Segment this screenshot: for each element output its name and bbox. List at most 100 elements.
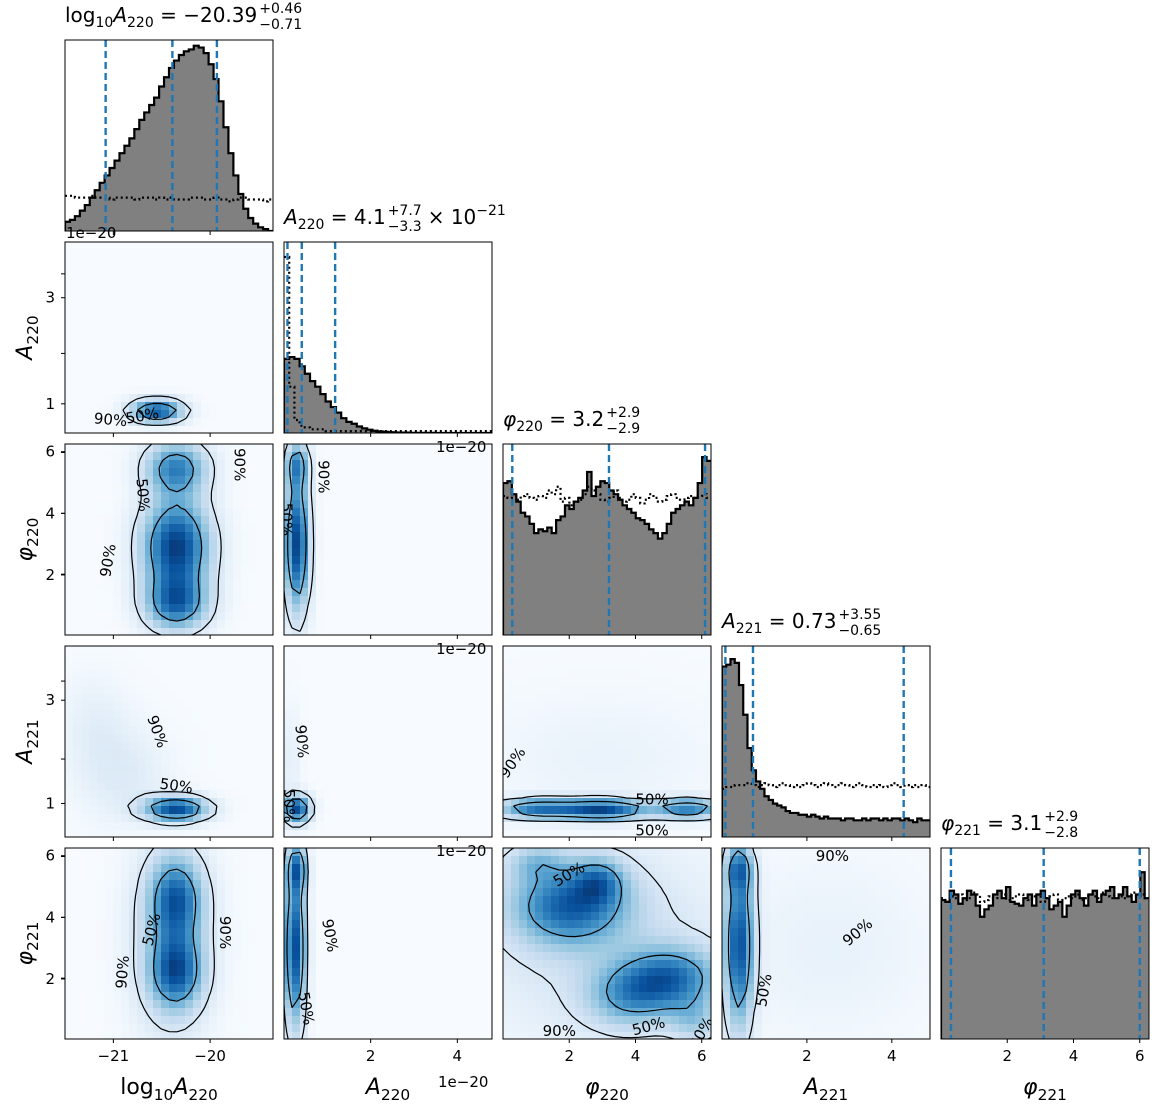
- posterior-hist-fill: [503, 457, 711, 635]
- y-tick-label: 4: [45, 504, 55, 522]
- x-tick-label: 2: [1002, 1047, 1012, 1065]
- contour-90%: [284, 789, 316, 828]
- panel-frame: [721, 645, 931, 838]
- x-tick-label: 2: [366, 1047, 376, 1065]
- contour-label: 50%: [635, 822, 668, 840]
- contour-50%: [513, 800, 708, 819]
- contour-label: 50%: [635, 790, 668, 808]
- axis-label-phi220: φ220: [585, 1075, 629, 1104]
- contour-label: 50%: [278, 503, 296, 536]
- y-tick-label: 4: [45, 908, 55, 926]
- contour-50%: [286, 851, 305, 1009]
- offset-text: 1e−20: [438, 1073, 488, 1091]
- posterior-hist-fill: [722, 659, 930, 837]
- density-panel-logA220-phi221: 90%50% 90%: [65, 848, 273, 1039]
- contour-90%: [127, 791, 218, 827]
- contour-50%: [137, 402, 177, 420]
- contour-label: 50%: [294, 991, 318, 1027]
- offset-text: 1e−20: [436, 438, 486, 456]
- contour-50%: [727, 850, 751, 1008]
- contour-50%: [528, 864, 703, 1013]
- panel-frame: [502, 645, 712, 838]
- contour-label: 90%: [93, 409, 128, 430]
- axis-label-logA220: log10A220: [120, 1075, 218, 1104]
- contour-90%: [130, 444, 222, 635]
- prior-hist: [722, 782, 930, 790]
- contour-label: 50%: [159, 775, 195, 797]
- y-tick-label: 2: [45, 566, 55, 584]
- contour-50%: [150, 799, 200, 819]
- title-A220: A220 = 4.1 +7.7−3.3 × 10−21: [282, 203, 506, 235]
- posterior-hist-fill: [284, 357, 492, 433]
- posterior-hist-fill: [65, 45, 273, 231]
- density-panel-A220-phi221: 90% 50%: [284, 848, 492, 1039]
- y-tick-label: 3: [45, 691, 55, 709]
- y-tick-label: 1: [45, 395, 55, 413]
- panel-frame: [502, 443, 712, 636]
- contour-label: 90%: [96, 542, 120, 578]
- panel-frame: [283, 847, 493, 1040]
- title-phi221: φ221 = 3.1 +2.9−2.8: [941, 809, 1078, 841]
- x-tick-label: 6: [697, 1047, 707, 1065]
- x-tick-label: −20: [194, 1047, 226, 1065]
- panel-frame: [64, 645, 274, 838]
- y-tick-label: 6: [45, 847, 55, 865]
- contour-90%: [122, 395, 192, 426]
- hist-panel-logA220: [65, 40, 273, 231]
- title-logA220: log10A220 = −20.39 +0.46−0.71: [65, 1, 302, 33]
- contour-label: 50%: [280, 789, 298, 822]
- panel-frame: [283, 443, 493, 636]
- hist-panel-phi220: [503, 444, 711, 635]
- contour-50%: [285, 798, 308, 820]
- contour-50%: [287, 451, 307, 595]
- contour-50%: [153, 868, 198, 1002]
- axis-label-A221: A221: [802, 1075, 848, 1104]
- panel-frame: [502, 847, 712, 1040]
- density-panel-A220-A221: 90% 50%: [280, 646, 492, 837]
- contour-90%: [284, 444, 315, 632]
- offset-text: 1e−20: [66, 224, 116, 242]
- contour-label: 90%: [216, 916, 234, 949]
- offset-text: 1e−20: [436, 842, 486, 860]
- x-tick-label: 4: [1069, 1047, 1079, 1065]
- panel-frame: [64, 39, 274, 232]
- contour-90%: [503, 794, 711, 823]
- contour-label: 90%: [291, 724, 312, 759]
- axis-label-A221: A221: [13, 719, 42, 765]
- density-panel-logA220-phi220: 90% 50% 90%: [65, 444, 273, 635]
- contour-label: 90%: [543, 1022, 576, 1040]
- contour-90%: [284, 848, 309, 1039]
- offset-text: 1e−20: [436, 640, 486, 658]
- x-tick-label: 2: [802, 1047, 812, 1065]
- contour-label: 50%: [124, 404, 160, 428]
- y-tick-label: 1: [45, 794, 55, 812]
- posterior-hist-outline: [65, 44, 273, 231]
- density-panel-phi220-phi221: 50%90% 50% 90%: [503, 848, 711, 1040]
- contour-label: 90%: [231, 448, 249, 481]
- y-tick-label: 2: [45, 970, 55, 988]
- axis-label-phi220: φ220: [13, 518, 42, 562]
- panel-frame: [721, 847, 931, 1040]
- axis-label-A220: A220: [364, 1075, 410, 1104]
- contour-50%: [150, 453, 203, 622]
- contour-label: 90%: [318, 918, 342, 954]
- x-tick-label: 6: [1135, 1047, 1145, 1065]
- contour-label: 50%: [132, 478, 153, 513]
- density-panel-A220-phi220: 90% 50%: [278, 444, 492, 635]
- panel-frame: [64, 443, 274, 636]
- axis-label-phi221: φ221: [13, 922, 42, 966]
- posterior-hist-outline: [284, 355, 492, 433]
- contour-label: 50%: [752, 972, 776, 1008]
- x-tick-label: 4: [631, 1047, 641, 1065]
- title-A221: A221 = 0.73 +3.55−0.65: [720, 607, 881, 639]
- posterior-hist-outline: [722, 658, 930, 837]
- density-panel-A221-phi221: 90%90%50%: [722, 847, 930, 1039]
- y-tick-label: 6: [45, 443, 55, 461]
- title-phi220: φ220 = 3.2 +2.9−2.9: [503, 405, 640, 437]
- panel-frame: [64, 241, 274, 434]
- panel-frame: [283, 241, 493, 434]
- density-panel-logA220-A221: 90%50%: [65, 646, 273, 837]
- contour-label: 90%: [816, 847, 849, 865]
- panel-frame: [283, 645, 493, 838]
